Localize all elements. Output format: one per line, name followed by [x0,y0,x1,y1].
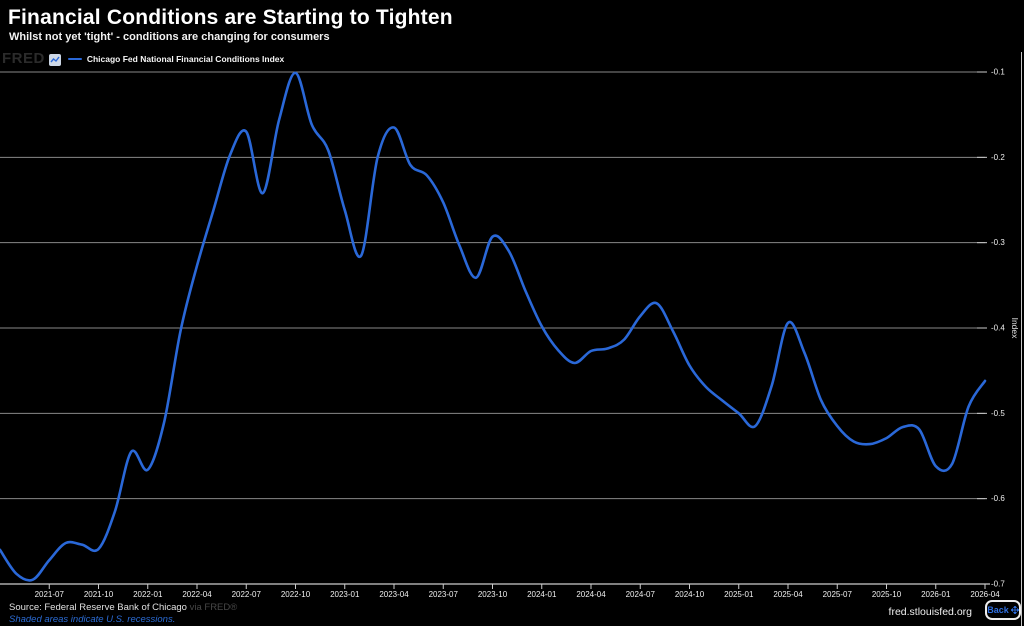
recessions-note-link[interactable]: Shaded areas indicate U.S. recessions. [9,614,176,625]
move-icon [1010,606,1019,614]
x-tick-label: 2024-07 [626,590,656,599]
x-tick-label: 2022-07 [232,590,262,599]
site-url: fred.stlouisfed.org [888,606,972,618]
x-tick-label: 2024-04 [576,590,606,599]
x-tick-label: 2023-10 [478,590,508,599]
frame-border-right [1021,52,1022,626]
x-tick-label: 2023-07 [429,590,459,599]
fred-logo[interactable]: FRED [2,50,45,67]
legend: FRED Chicago Fed National Financial Cond… [2,51,284,66]
source-text: Source: Federal Reserve Bank of Chicago [9,602,187,613]
y-tick-label: -0.3 [991,238,1005,247]
via-fred-text: via FRED® [189,602,238,613]
source-line: Source: Federal Reserve Bank of Chicago … [9,602,237,613]
x-tick-label: 2022-10 [281,590,311,599]
legend-line-swatch [67,57,82,60]
x-tick-label: 2021-07 [35,590,65,599]
series-line [0,71,987,582]
back-button[interactable]: Back [985,600,1021,620]
legend-series-label: Chicago Fed National Financial Condition… [86,53,285,64]
y-tick-label: -0.5 [991,409,1005,418]
x-tick-label: 2023-04 [379,590,409,599]
x-tick-label: 2021-10 [84,590,114,599]
page-title: Financial Conditions are Starting to Tig… [8,6,453,29]
y-tick-label: -0.2 [991,153,1005,162]
y-tick-label: -0.6 [991,494,1005,503]
x-tick-label: 2022-04 [182,590,212,599]
y-tick-label: -0.4 [991,324,1005,333]
x-tick-label: 2025-07 [823,590,853,599]
x-tick-label: 2024-10 [675,590,705,599]
x-tick-label: 2022-01 [133,590,163,599]
x-tick-label: 2025-10 [872,590,902,599]
x-tick-label: 2025-04 [773,590,803,599]
y-axis-title: Index [1010,318,1020,340]
x-tick-label: 2026-01 [921,590,951,599]
back-button-label: Back [987,604,1009,615]
x-tick-label: 2025-01 [724,590,754,599]
chart-icon [48,53,61,66]
x-tick-label: 2026-04 [970,590,1000,599]
y-tick-label: -0.1 [991,68,1005,77]
x-tick-label: 2024-01 [527,590,557,599]
page-subtitle: Whilst not yet 'tight' - conditions are … [9,31,330,43]
y-tick-label: -0.7 [991,580,1005,589]
x-tick-label: 2023-01 [330,590,360,599]
